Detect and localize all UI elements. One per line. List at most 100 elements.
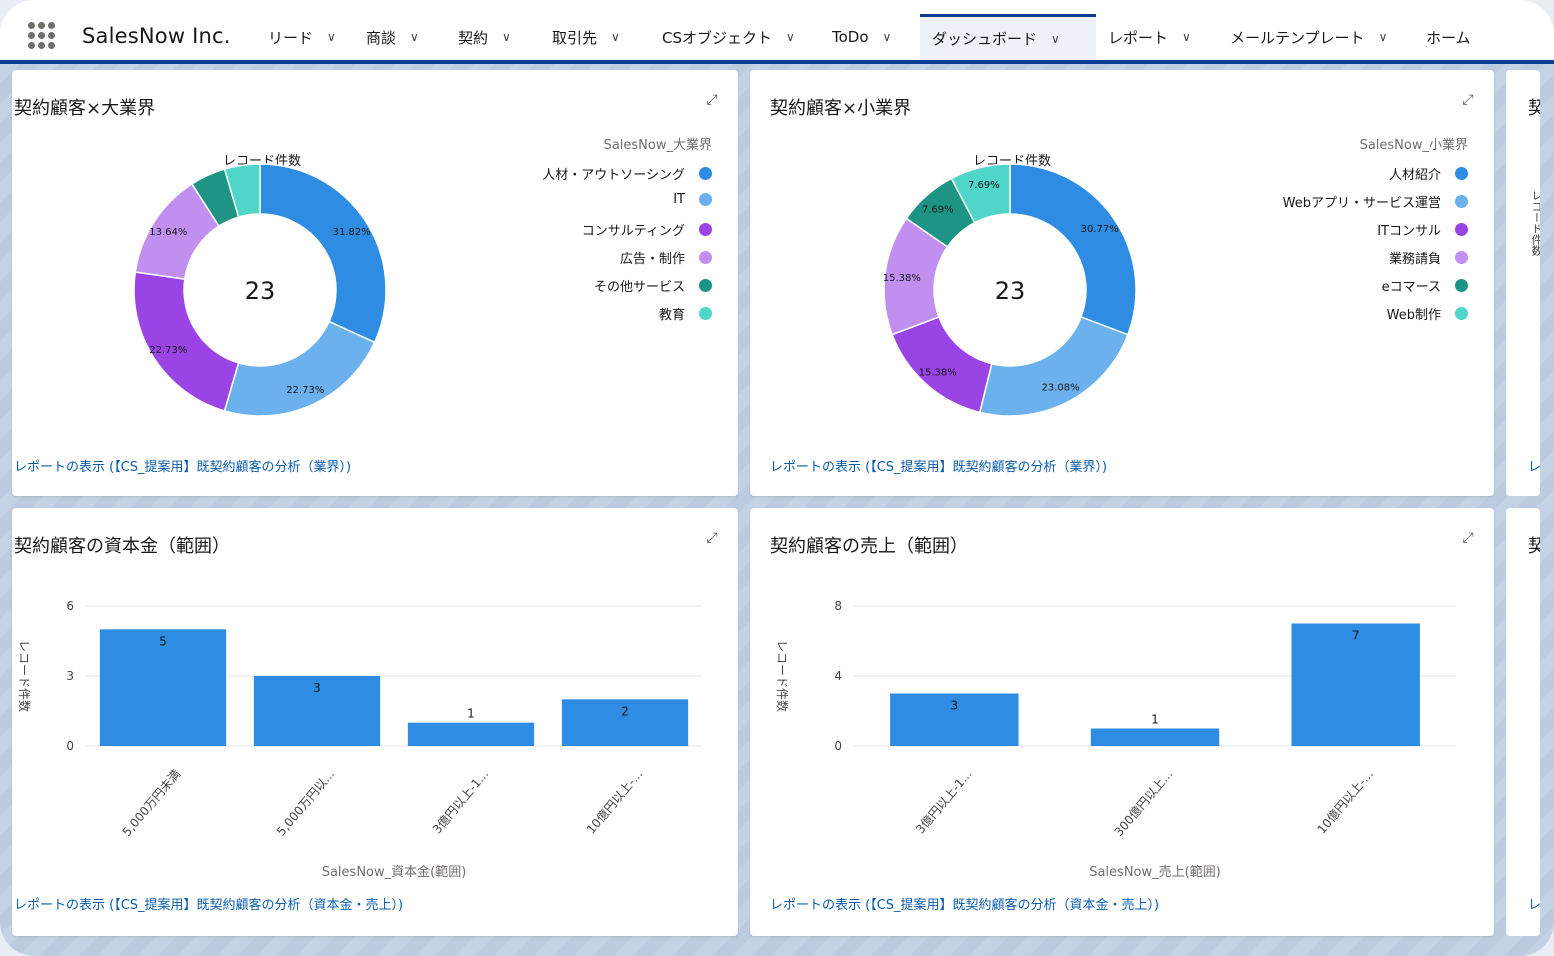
chevron-down-icon[interactable]: ∨ [410, 30, 419, 44]
bar-1[interactable] [253, 676, 381, 746]
legend-item-0[interactable]: 人材紹介 [1389, 164, 1468, 183]
legend-item-3[interactable]: 業務請負 [1389, 248, 1468, 267]
view-report-link[interactable]: レ [1528, 460, 1540, 475]
chevron-down-icon[interactable]: ∨ [786, 30, 795, 44]
donut-slice-1[interactable] [978, 315, 1129, 417]
chevron-down-icon[interactable]: ∨ [1378, 30, 1388, 44]
bar-0[interactable] [99, 629, 227, 746]
donut-slice-0[interactable] [1009, 163, 1137, 336]
card-capital-range: 契約顧客の資本金（範囲） ⤢ 0 3 6 5 5,000万円未満 3 5,000万円以...… [12, 508, 738, 936]
x-tick-label: 10億円以上-... [1314, 767, 1376, 837]
bar-value-label: 2 [621, 704, 629, 718]
nav-tab-7[interactable]: レポート ∨ [1096, 14, 1218, 60]
x-tick-label: 5,000万円以... [274, 767, 337, 839]
chevron-down-icon[interactable]: ∨ [1182, 30, 1191, 44]
view-report-link[interactable]: レポートの表示 (【CS_提案用】既契約顧客の分析（資本金・売上）) [770, 898, 1160, 913]
card-title: 契 [1528, 536, 1540, 557]
legend-title: SalesNow_小業界 [1359, 138, 1468, 153]
y-tick-label: 4 [834, 669, 842, 683]
nav-tab-1[interactable]: 商談 ∨ [354, 14, 446, 60]
donut-slice-2[interactable] [133, 271, 240, 412]
legend-item-1[interactable]: IT [673, 192, 712, 207]
nav-tab-label: 契約 [458, 28, 489, 47]
app-launcher-icon[interactable] [28, 22, 56, 50]
nav-tab-2[interactable]: 契約 ∨ [446, 14, 540, 60]
slice-label: 22.73% [286, 385, 324, 396]
chevron-down-icon[interactable]: ∨ [327, 30, 336, 44]
legend-item-2[interactable]: コンサルティング [582, 220, 712, 239]
x-axis-title: SalesNow_資本金(範囲) [322, 864, 467, 880]
y-tick-label: 8 [834, 599, 842, 613]
donut-chart[interactable]: 31.82% 22.73% 22.73% 13.64% 23 [110, 158, 410, 458]
bar-value-label: 7 [1352, 629, 1360, 643]
nav-tab-label: ToDo [832, 28, 869, 46]
legend-item-4[interactable]: eコマース [1382, 276, 1468, 295]
chevron-down-icon[interactable]: ∨ [882, 30, 892, 44]
nav-tab-0[interactable]: リード ∨ [256, 14, 354, 60]
nav-tab-label: メールテンプレート [1230, 28, 1365, 47]
nav-tab-9[interactable]: ホーム [1414, 14, 1494, 60]
nav-tab-label: ダッシュボード [932, 30, 1038, 48]
legend-item-4[interactable]: その他サービス [594, 276, 712, 295]
nav-tabs: リード ∨ 商談 ∨ 契約 ∨ 取引先 ∨ CSオブジェクト ∨ ToDo ∨ ダッシュボード ∨ レポート… [256, 14, 1494, 60]
y-axis-title: レコード件数 [775, 640, 790, 712]
legend-item-5[interactable]: Web制作 [1387, 304, 1468, 323]
chevron-down-icon[interactable]: ∨ [611, 30, 620, 44]
donut-slice-2[interactable] [891, 315, 993, 414]
legend-item-5[interactable]: 教育 [659, 304, 712, 323]
donut-slice-5[interactable] [950, 163, 1011, 224]
view-report-link[interactable]: レ [1528, 898, 1540, 913]
bar-value-label: 5 [159, 634, 167, 648]
legend-label: 広告・制作 [619, 252, 685, 267]
bar-2[interactable] [1291, 623, 1420, 747]
legend-label: Webアプリ・サービス運営 [1282, 196, 1441, 211]
legend-item-2[interactable]: ITコンサル [1377, 220, 1468, 239]
nav-tab-3[interactable]: 取引先 ∨ [540, 14, 650, 60]
chevron-down-icon[interactable]: ∨ [1051, 31, 1060, 46]
nav-tab-4[interactable]: CSオブジェクト ∨ [650, 14, 820, 60]
legend-swatch [699, 193, 712, 206]
expand-icon[interactable]: ⤢ [706, 530, 718, 546]
nav-tab-5[interactable]: ToDo ∨ [820, 14, 920, 60]
legend-item-3[interactable]: 広告・制作 [620, 248, 712, 267]
slice-label: 15.38% [883, 273, 921, 284]
bar-value-label: 1 [467, 707, 475, 721]
bar-1[interactable] [1090, 728, 1220, 747]
legend-label: 人材・アウトソーシング [542, 168, 685, 183]
legend-swatch [1455, 279, 1468, 292]
donut-slice-5[interactable] [223, 163, 261, 219]
chevron-down-icon[interactable]: ∨ [502, 30, 511, 44]
legend-swatch [1455, 307, 1468, 320]
expand-icon[interactable]: ⤢ [1462, 92, 1474, 108]
legend-item-0[interactable]: 人材・アウトソーシング [542, 164, 712, 183]
legend-swatch [1455, 251, 1468, 264]
bar-2[interactable] [407, 722, 535, 746]
legend-item-1[interactable]: Webアプリ・サービス運営 [1283, 192, 1468, 211]
bar-0[interactable] [890, 693, 1019, 747]
nav-tab-6[interactable]: ダッシュボード ∨ [920, 14, 1096, 60]
nav-tab-label: レポート [1108, 28, 1169, 47]
legend-label: IT [673, 192, 685, 207]
expand-icon[interactable]: ⤢ [1462, 530, 1474, 546]
donut-slice-0[interactable] [259, 163, 387, 344]
legend-swatch [699, 223, 712, 236]
slice-label: 22.73% [149, 345, 187, 356]
bar-chart[interactable]: 0 4 8 3 3億円以上-1... 1 300億円以上... 7 10億円以上-... Sale… [750, 508, 1494, 888]
bar-chart[interactable]: 0 3 6 5 5,000万円未満 3 5,000万円以... 1 3億円以上-1... 2 10億… [12, 508, 738, 888]
slice-label: 31.82% [333, 227, 371, 238]
legend-label: 教育 [658, 308, 685, 323]
card-title: 契 [1528, 98, 1540, 119]
legend-swatch [699, 279, 712, 292]
expand-icon[interactable]: ⤢ [706, 92, 718, 108]
slice-label: 15.38% [919, 368, 957, 379]
view-report-link[interactable]: レポートの表示 (【CS_提案用】既契約顧客の分析（業界）) [770, 460, 1108, 475]
view-report-link[interactable]: レポートの表示 (【CS_提案用】既契約顧客の分析（資本金・売上）) [14, 898, 404, 913]
nav-tab-8[interactable]: メールテンプレート ∨ [1218, 14, 1414, 60]
x-tick-label: 10億円以上-... [584, 767, 646, 837]
bar-3[interactable] [561, 699, 689, 746]
donut-chart[interactable]: 30.77% 23.08% 15.38% 15.38% 7.69% 7.69% 23 [860, 158, 1160, 458]
view-report-link[interactable]: レポートの表示 (【CS_提案用】既契約顧客の分析（業界）) [14, 460, 352, 475]
legend-swatch [1455, 223, 1468, 236]
donut-slice-1[interactable] [223, 320, 376, 417]
